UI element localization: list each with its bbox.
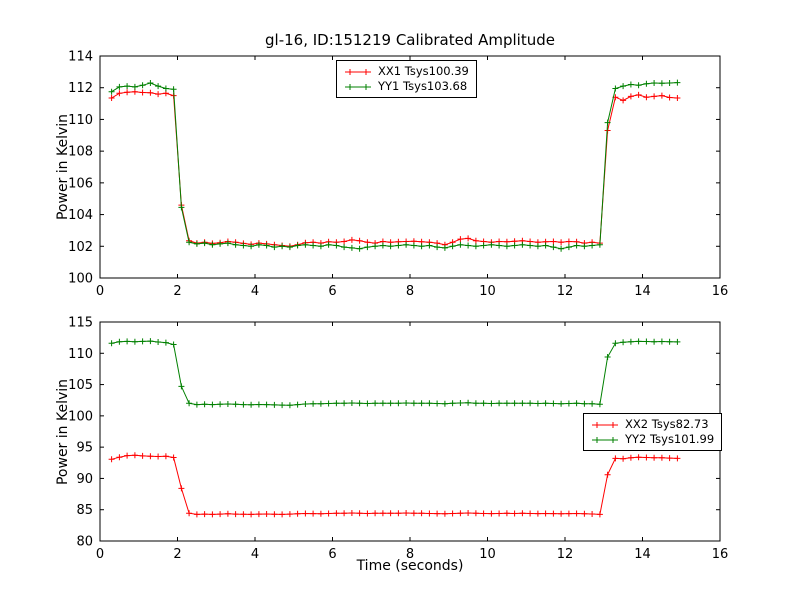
y-tick-label: 106: [68, 176, 93, 191]
x-tick-label: 6: [328, 547, 336, 562]
series-markers: [108, 88, 681, 250]
y-tick-label: 112: [68, 81, 93, 96]
legend-key-line-icon: [592, 436, 618, 443]
x-tick-label: 16: [712, 547, 729, 562]
series-line: [111, 340, 678, 406]
legend-bottom-plot: XX2 Tsys82.73 YY2 Tsys101.99: [583, 413, 723, 451]
ylabel-top-plot: Power in Kelvin: [55, 113, 71, 221]
y-tick-label: 114: [68, 50, 93, 65]
series-markers: [108, 79, 681, 252]
y-tick-label: 110: [68, 347, 93, 362]
legend-entry-xx2: XX2 Tsys82.73: [591, 417, 714, 432]
legend-key-line-icon: [345, 68, 371, 75]
legend-entry-yy1: YY1 Tsys103.68: [344, 79, 469, 94]
legend-label-yy2: YY2 Tsys101.99: [625, 432, 715, 446]
x-tick-label: 8: [406, 547, 414, 562]
y-tick-label: 80: [76, 535, 93, 550]
legend-label-yy1: YY1 Tsys103.68: [378, 79, 468, 93]
chart-title: gl-16, ID:151219 Calibrated Amplitude: [265, 31, 555, 49]
x-tick-label: 10: [479, 284, 496, 299]
series-line: [111, 91, 678, 247]
y-tick-label: 100: [68, 272, 93, 287]
series-line: [111, 454, 678, 515]
legend-key-line-icon: [592, 421, 618, 428]
x-tick-label: 4: [251, 547, 259, 562]
legend-top-plot: XX1 Tsys100.39 YY1 Tsys103.68: [336, 60, 477, 98]
legend-entry-yy2: YY2 Tsys101.99: [591, 432, 714, 447]
x-tick-label: 0: [96, 284, 104, 299]
series-line: [111, 82, 678, 250]
legend-entry-xx1: XX1 Tsys100.39: [344, 64, 469, 79]
x-tick-label: 16: [712, 284, 729, 299]
x-tick-label: 2: [173, 547, 181, 562]
x-tick-label: 0: [96, 547, 104, 562]
x-tick-label: 10: [479, 547, 496, 562]
y-tick-label: 105: [68, 378, 93, 393]
x-tick-label: 4: [251, 284, 259, 299]
y-tick-label: 108: [68, 145, 93, 160]
ylabel-bottom-plot: Power in Kelvin: [55, 378, 71, 486]
legend-label-xx2: XX2 Tsys82.73: [625, 417, 709, 431]
y-tick-label: 115: [68, 316, 93, 331]
y-tick-label: 110: [68, 113, 93, 128]
x-tick-label: 6: [328, 284, 336, 299]
legend-key-line-icon: [345, 83, 371, 90]
series-markers: [108, 452, 681, 518]
series-markers: [108, 338, 681, 409]
y-tick-label: 95: [76, 441, 93, 456]
y-tick-label: 104: [68, 208, 93, 223]
xlabel: Time (seconds): [356, 558, 464, 574]
y-tick-label: 85: [76, 503, 93, 518]
legend-label-xx1: XX1 Tsys100.39: [378, 64, 469, 78]
y-tick-label: 100: [68, 409, 93, 424]
x-tick-label: 14: [634, 547, 651, 562]
x-tick-label: 2: [173, 284, 181, 299]
x-tick-label: 8: [406, 284, 414, 299]
y-tick-label: 90: [76, 472, 93, 487]
y-tick-label: 102: [68, 240, 93, 255]
x-tick-label: 12: [557, 284, 574, 299]
x-tick-label: 12: [557, 547, 574, 562]
x-tick-label: 14: [634, 284, 651, 299]
